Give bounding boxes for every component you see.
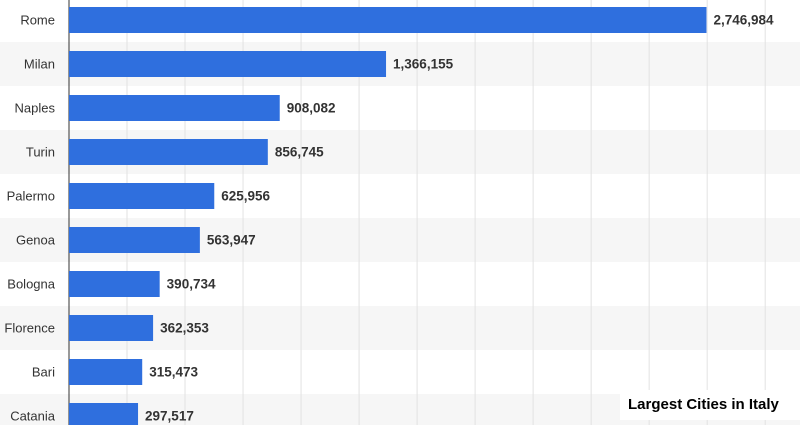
bar [69, 7, 707, 33]
y-tick-label: Milan [24, 56, 55, 71]
value-label: 1,366,155 [393, 57, 454, 72]
y-tick-label: Turin [26, 144, 55, 159]
y-tick-label: Palermo [7, 188, 55, 203]
chart-title: Largest Cities in Italy [628, 396, 780, 413]
bar [69, 139, 268, 165]
bar [69, 271, 160, 297]
marks: Rome 2,746,984 Milan 1,366,155 Naples 908,082… [4, 7, 774, 425]
value-label: 625,956 [221, 189, 270, 204]
y-tick-label: Florence [4, 320, 55, 335]
bar [69, 315, 154, 341]
y-tick-label: Naples [15, 100, 56, 115]
bar [69, 95, 280, 121]
value-label: 390,734 [167, 277, 216, 292]
bar [69, 359, 143, 385]
value-label: 563,947 [207, 233, 256, 248]
value-label: 2,746,984 [713, 13, 774, 28]
y-tick-label: Genoa [16, 232, 56, 247]
bar [69, 403, 139, 425]
y-tick-label: Rome [20, 12, 55, 27]
value-label: 297,517 [145, 409, 194, 424]
value-label: 315,473 [149, 365, 198, 380]
value-label: 362,353 [160, 321, 209, 336]
bar [69, 51, 387, 77]
y-tick-label: Catania [10, 408, 56, 423]
value-label: 908,082 [287, 101, 336, 116]
y-tick-label: Bari [32, 364, 55, 379]
y-tick-label: Bologna [7, 276, 55, 291]
title-background [620, 390, 800, 420]
value-label: 856,745 [275, 145, 324, 160]
bar [69, 183, 215, 209]
bar [69, 227, 200, 253]
